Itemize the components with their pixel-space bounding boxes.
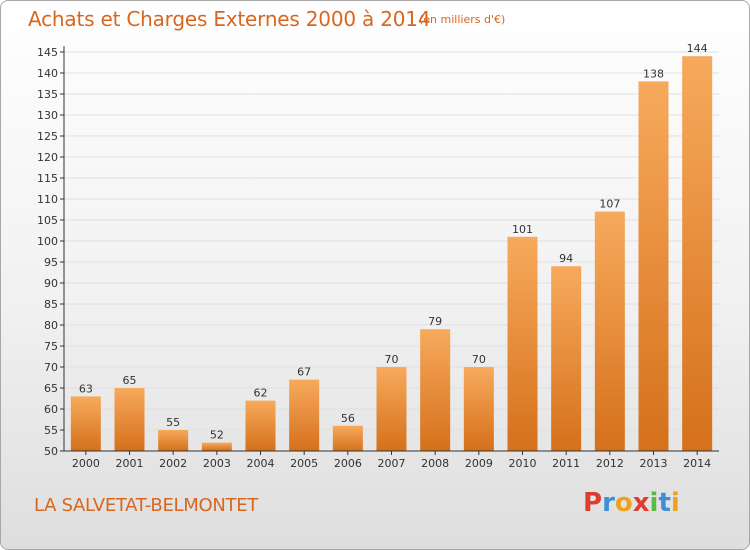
x-tick-label-2002: 2002 — [159, 457, 187, 470]
value-label-2004: 62 — [254, 387, 268, 400]
bar-2008 — [420, 329, 451, 451]
bar-2003 — [201, 442, 232, 451]
value-label-2003: 52 — [210, 429, 224, 442]
logo-letter: i — [649, 488, 659, 518]
x-tick-label-2010: 2010 — [509, 457, 537, 470]
value-label-2010: 101 — [512, 223, 533, 236]
y-tick-label: 75 — [44, 340, 58, 353]
y-tick-label: 125 — [37, 130, 58, 143]
y-tick-label: 95 — [44, 256, 58, 269]
y-tick-label: 135 — [37, 88, 58, 101]
logo-letter: t — [658, 488, 671, 518]
bar-2007 — [376, 367, 407, 451]
y-tick-label: 130 — [37, 109, 58, 122]
y-tick-label: 50 — [44, 445, 58, 458]
x-tick-label-2000: 2000 — [72, 457, 100, 470]
y-tick-label: 145 — [37, 46, 58, 59]
labels: 50 55 60 65 70 75 80 85 90 95 100 105 110 115 120 125 13… — [37, 42, 711, 470]
logo-letter: x — [632, 488, 650, 518]
x-tick-label-2003: 2003 — [203, 457, 231, 470]
bars — [70, 56, 713, 452]
x-tick-label-2001: 2001 — [116, 457, 144, 470]
bar-2002 — [158, 430, 189, 451]
value-label-2008: 79 — [428, 315, 442, 328]
value-label-2006: 56 — [341, 412, 355, 425]
y-tick-label: 90 — [44, 277, 58, 290]
x-tick-label-2014: 2014 — [683, 457, 711, 470]
logo-letter: o — [614, 488, 633, 518]
x-tick-label-2007: 2007 — [378, 457, 406, 470]
x-tick-label-2011: 2011 — [552, 457, 580, 470]
value-label-2011: 94 — [559, 252, 573, 265]
x-tick-label-2006: 2006 — [334, 457, 362, 470]
y-tick-label: 85 — [44, 298, 58, 311]
y-tick-label: 70 — [44, 361, 58, 374]
commune-name: LA SALVETAT-BELMONTET — [34, 495, 258, 516]
x-tick-label-2008: 2008 — [421, 457, 449, 470]
y-tick-label: 60 — [44, 403, 58, 416]
bar-2009 — [463, 367, 494, 451]
bar-2010 — [507, 236, 538, 451]
bar-2011 — [551, 266, 582, 451]
value-label-2009: 70 — [472, 353, 486, 366]
x-tick-label-2013: 2013 — [640, 457, 668, 470]
value-label-2002: 55 — [166, 416, 180, 429]
y-tick-label: 140 — [37, 67, 58, 80]
value-label-2000: 63 — [79, 382, 93, 395]
x-tick-label-2012: 2012 — [596, 457, 624, 470]
y-tick-label: 65 — [44, 382, 58, 395]
logo-letter: i — [670, 488, 680, 518]
y-tick-label: 80 — [44, 319, 58, 332]
bar-2004 — [245, 400, 276, 451]
value-label-2013: 138 — [643, 67, 664, 80]
bar-2013 — [638, 81, 669, 452]
bar-2012 — [594, 211, 625, 451]
y-tick-label: 105 — [37, 214, 58, 227]
y-tick-label: 110 — [37, 193, 58, 206]
chart-title: Achats et Charges Externes 2000 à 2014 — [28, 7, 431, 31]
logo-letter: P — [583, 488, 603, 518]
bar-2005 — [289, 379, 320, 451]
axes — [60, 46, 719, 455]
proxiti-logo: Proxiti — [583, 488, 680, 518]
logo-letter: r — [602, 488, 615, 518]
y-tick-label: 115 — [37, 172, 58, 185]
x-tick-label-2009: 2009 — [465, 457, 493, 470]
bar-2014 — [682, 56, 713, 451]
y-tick-label: 120 — [37, 151, 58, 164]
value-label-2014: 144 — [687, 42, 708, 55]
value-label-2005: 67 — [297, 366, 311, 379]
bar-2001 — [114, 388, 145, 451]
x-tick-label-2004: 2004 — [247, 457, 275, 470]
value-label-2007: 70 — [385, 353, 399, 366]
bar-2006 — [332, 425, 363, 451]
y-tick-label: 100 — [37, 235, 58, 248]
x-tick-label-2005: 2005 — [290, 457, 318, 470]
value-label-2012: 107 — [599, 198, 620, 211]
bar-2000 — [70, 396, 101, 451]
chart-unit: (en milliers d'€) — [419, 13, 506, 26]
value-label-2001: 65 — [123, 374, 137, 387]
y-tick-label: 55 — [44, 424, 58, 437]
